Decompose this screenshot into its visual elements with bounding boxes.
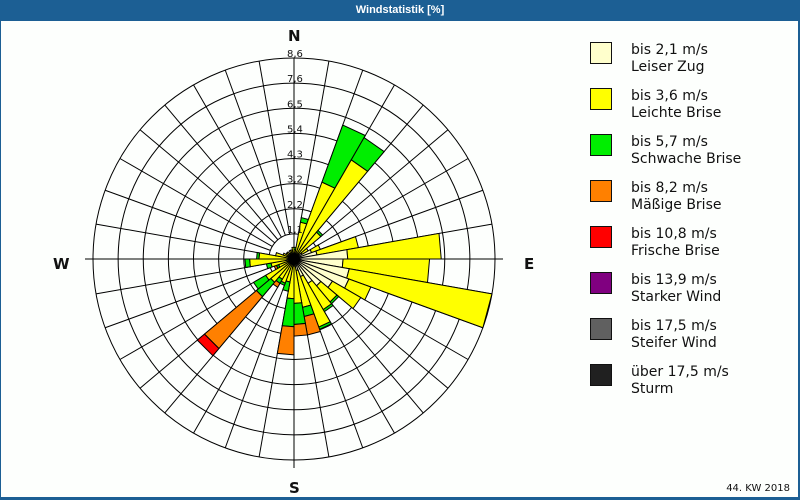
wind-sector-segment [282,280,291,292]
wind-sector-segment [291,246,295,258]
legend-class-name: Steifer Wind [631,335,717,351]
wind-sector-segment [293,322,308,337]
wind-sector-segment [346,268,493,329]
compass-east-label: E [524,255,535,273]
legend-swatch [590,42,612,64]
compass-north-label: N [288,27,301,45]
radial-tick-label: 6,5 [287,99,303,110]
radial-tick-label: 4,3 [287,150,303,161]
legend-speed: über 17,5 m/s [631,364,729,380]
grid-spoke [164,104,279,241]
wind-sector-segment [343,278,372,301]
grid-spoke [95,223,270,256]
grid-spoke [258,60,291,235]
radial-tick-label: 8,6 [287,49,303,60]
legend-class-name: Mäßige Brise [631,197,722,213]
legend-speed: bis 13,9 m/s [631,272,717,288]
grid-spoke [315,158,469,247]
grid-spoke [193,84,282,238]
grid-spoke [224,282,286,449]
legend-class-name: Leichte Brise [631,105,722,121]
legend-swatch [590,318,612,340]
period-label: 44. KW 2018 [726,483,790,494]
grid-spoke [119,158,273,247]
radial-tick-label: 5,4 [287,124,303,135]
legend-swatch [590,226,612,248]
compass-south-label: S [289,479,300,497]
legend-swatch [590,134,612,156]
legend-class-name: Sturm [631,381,674,397]
legend-swatch [590,364,612,386]
grid-spoke [95,262,270,295]
wind-sector-segment [350,136,385,172]
radial-tick-label: 7,6 [287,74,303,85]
wind-sector-segment [244,258,251,269]
wind-sector-segment [321,124,366,189]
wind-sector-segment [327,280,362,310]
legend-swatch [590,272,612,294]
wind-sector-segment [281,297,295,328]
compass-west-label: W [53,255,70,273]
legend-swatch [590,180,612,202]
grid-spoke [104,189,271,251]
grid-spoke [312,129,449,244]
legend-class-name: Leiser Zug [631,59,705,75]
legend-speed: bis 10,8 m/s [631,226,717,242]
legend-speed: bis 3,6 m/s [631,88,708,104]
grid-spoke [224,69,286,236]
legend-speed: bis 2,1 m/s [631,42,708,58]
grid-spoke [104,267,271,329]
legend-swatch [590,88,612,110]
grid-spoke [193,280,282,434]
wind-sector-segment [252,274,270,290]
radial-tick-label: 2,2 [287,200,303,211]
radial-tick-label: 3,2 [287,175,303,186]
window-title: Windstatistik [%] [0,0,800,20]
grid-spoke [139,129,276,244]
wind-sector-segment [256,251,261,260]
legend-class-name: Frische Brise [631,243,720,259]
legend-class-name: Schwache Brise [631,151,742,167]
grid-spoke [119,271,273,360]
grid-spoke [297,60,330,235]
radial-tick-label: 1,1 [287,225,303,236]
wind-sector-segment [276,325,295,356]
wind-sector-segment [196,333,220,357]
legend-speed: bis 17,5 m/s [631,318,717,334]
legend-class-name: Starker Wind [631,289,722,305]
wind-sector-segment [315,229,324,238]
window-bottom-border [0,497,800,500]
wind-sector-segment [346,232,442,260]
legend-speed: bis 5,7 m/s [631,134,708,150]
legend-speed: bis 8,2 m/s [631,180,708,196]
